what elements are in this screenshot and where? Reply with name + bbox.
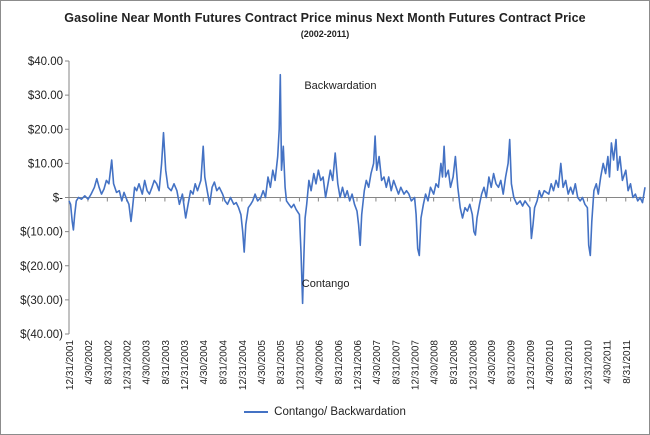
x-tick-label: 12/31/2006 — [353, 340, 364, 390]
x-tick-label: 12/31/2009 — [526, 340, 537, 390]
chart-title: Gasoline Near Month Futures Contract Pri… — [64, 11, 586, 25]
y-tick-label: $20.00 — [28, 124, 63, 136]
x-tick-label: 12/31/2005 — [295, 340, 306, 390]
chart-legend: Contango/ Backwardation — [0, 404, 650, 420]
y-tick-label: $30.00 — [28, 90, 63, 102]
y-tick-label: $- — [53, 193, 63, 205]
legend-line-swatch — [244, 411, 269, 413]
x-tick-label: 8/31/2007 — [391, 340, 402, 385]
x-tick-label: 8/31/2004 — [219, 340, 230, 385]
y-tick-label: $(20.00) — [20, 261, 63, 273]
x-tick-label: 12/31/2008 — [468, 340, 479, 390]
x-tick-label: 4/30/2011 — [602, 340, 613, 384]
x-tick-label: 12/31/2001 — [65, 340, 76, 390]
x-tick-label: 8/31/2008 — [449, 340, 460, 385]
x-tick-label: 4/30/2004 — [199, 340, 210, 385]
x-tick-label: 4/30/2007 — [372, 340, 383, 385]
x-tick-label: 8/31/2002 — [103, 340, 114, 385]
annotation-backwardation: Backwardation — [304, 80, 376, 92]
x-tick-label: 8/31/2011 — [622, 340, 633, 384]
legend-label: Contango/ Backwardation — [274, 406, 406, 418]
series-line-contango-backwardation — [68, 73, 646, 305]
x-axis-ticks: 12/31/2001 4/30/2002 8/31/2002 12/31/2002 4/… — [65, 197, 633, 390]
x-tick-label: 12/31/2007 — [411, 340, 422, 390]
y-tick-label: $(30.00) — [20, 295, 63, 307]
x-tick-label: 12/31/2004 — [238, 340, 249, 390]
x-tick-label: 4/30/2006 — [314, 340, 325, 385]
x-tick-label: 4/30/2008 — [430, 340, 441, 385]
y-tick-label: $(40.00) — [20, 329, 63, 341]
x-tick-label: 8/31/2009 — [507, 340, 518, 385]
x-tick-label: 4/30/2002 — [84, 340, 95, 385]
chart-annotations: Backwardation Contango — [302, 80, 377, 290]
y-tick-label: $10.00 — [28, 158, 63, 170]
x-tick-label: 4/30/2010 — [545, 340, 556, 385]
x-tick-label: 8/31/2003 — [161, 340, 172, 385]
chart-subtitle: (2002-2011) — [300, 29, 350, 39]
x-tick-label: 12/31/2003 — [180, 340, 191, 390]
y-tick-label: $40.00 — [28, 56, 63, 68]
x-tick-label: 4/30/2009 — [487, 340, 498, 385]
x-tick-label: 4/30/2003 — [141, 340, 152, 385]
x-tick-label: 8/31/2010 — [564, 340, 575, 385]
y-axis-ticks: $40.00 $30.00 $20.00 $10.00 $- $(10.00) $(20.0… — [20, 56, 69, 341]
x-tick-label: 4/30/2005 — [257, 340, 268, 385]
annotation-contango: Contango — [302, 278, 350, 290]
x-tick-label: 12/31/2002 — [123, 340, 134, 390]
x-tick-label: 12/31/2010 — [583, 340, 594, 390]
x-tick-label: 8/31/2005 — [276, 340, 287, 385]
y-tick-label: $(10.00) — [20, 227, 63, 239]
x-tick-label: 8/31/2006 — [334, 340, 345, 385]
